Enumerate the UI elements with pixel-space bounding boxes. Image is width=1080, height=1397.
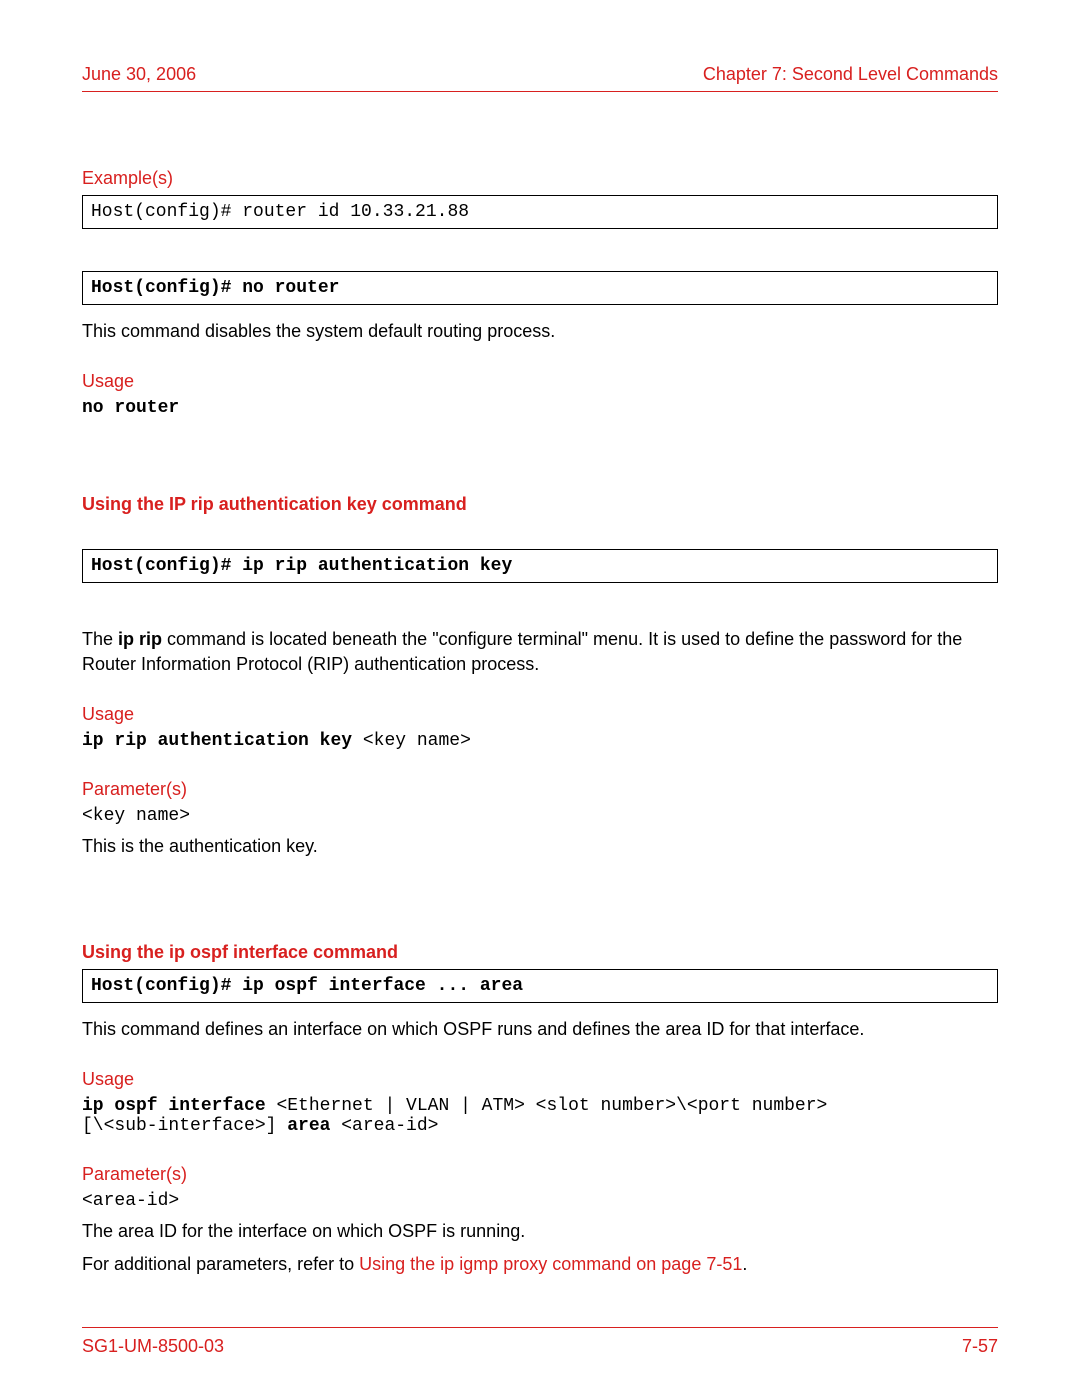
ip-ospf-param-name: <area-id> (82, 1191, 998, 1211)
ip-rip-desc-bold: ip rip (118, 629, 162, 649)
ip-ospf-codebox: Host(config)# ip ospf interface ... area (82, 969, 998, 1003)
ip-ospf-param-heading: Parameter(s) (82, 1164, 998, 1185)
no-router-usage-heading: Usage (82, 371, 998, 392)
ip-ospf-xref-suffix: . (742, 1254, 747, 1274)
ip-ospf-param-desc: The area ID for the interface on which O… (82, 1219, 998, 1243)
ip-ospf-desc: This command defines an interface on whi… (82, 1017, 998, 1041)
ip-ospf-xref-prefix: For additional parameters, refer to (82, 1254, 359, 1274)
ip-rip-desc: The ip rip command is located beneath th… (82, 627, 998, 676)
ip-ospf-usage-end: <area-id> (341, 1116, 438, 1136)
page-footer: SG1-UM-8500-03 7-57 (82, 1327, 998, 1357)
page-header: June 30, 2006 Chapter 7: Second Level Co… (82, 64, 998, 92)
ip-ospf-usage-bold2: area (287, 1116, 341, 1136)
ip-ospf-usage-heading: Usage (82, 1069, 998, 1090)
ip-rip-usage-bold: ip rip authentication key (82, 731, 363, 751)
ip-rip-usage-line: ip rip authentication key <key name> (82, 731, 998, 751)
ip-rip-section-title: Using the IP rip authentication key comm… (82, 494, 998, 515)
ip-rip-param-name: <key name> (82, 806, 998, 826)
header-chapter: Chapter 7: Second Level Commands (703, 64, 998, 85)
ip-rip-usage-rest: <key name> (363, 731, 471, 751)
ip-ospf-usage-line: ip ospf interface <Ethernet | VLAN | ATM… (82, 1096, 998, 1136)
ip-ospf-xref: For additional parameters, refer to Usin… (82, 1252, 998, 1276)
footer-doc-id: SG1-UM-8500-03 (82, 1336, 224, 1357)
header-date: June 30, 2006 (82, 64, 196, 85)
examples-heading: Example(s) (82, 168, 998, 189)
examples-codebox: Host(config)# router id 10.33.21.88 (82, 195, 998, 229)
footer-page-number: 7-57 (962, 1336, 998, 1357)
ip-rip-param-desc: This is the authentication key. (82, 834, 998, 858)
no-router-usage-code: no router (82, 398, 998, 418)
ip-rip-desc-rest: command is located beneath the "configur… (82, 629, 962, 673)
ip-rip-usage-heading: Usage (82, 704, 998, 725)
ip-rip-param-heading: Parameter(s) (82, 779, 998, 800)
ip-ospf-xref-link[interactable]: Using the ip igmp proxy command on page … (359, 1254, 742, 1274)
ip-ospf-usage-bold1: ip ospf interface (82, 1096, 276, 1116)
ip-rip-desc-prefix: The (82, 629, 118, 649)
ip-rip-codebox: Host(config)# ip rip authentication key (82, 549, 998, 583)
ip-ospf-section-title: Using the ip ospf interface command (82, 942, 998, 963)
no-router-codebox: Host(config)# no router (82, 271, 998, 305)
no-router-desc: This command disables the system default… (82, 319, 998, 343)
